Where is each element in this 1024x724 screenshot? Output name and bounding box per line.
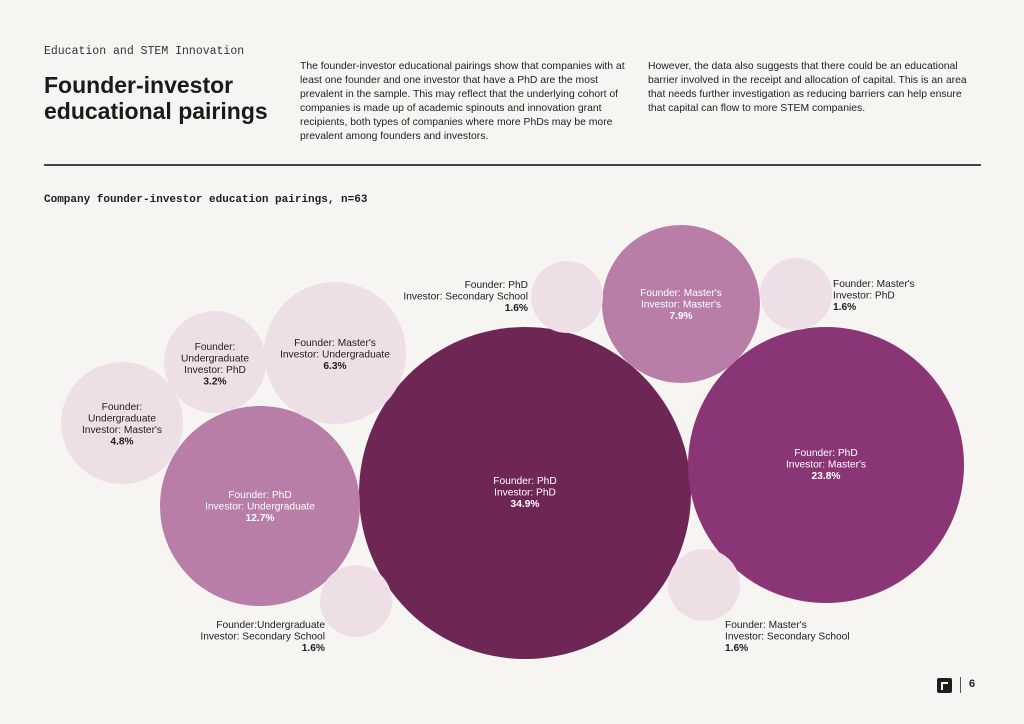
bubble-category: Investor: Secondary School <box>725 632 850 643</box>
bubble-category: Founder: PhD <box>794 448 857 459</box>
bubble-category: Undergraduate <box>88 414 156 425</box>
bubble-circle <box>760 258 832 330</box>
bubble-label: Founder: Master's Investor: Master's 7.9% <box>640 288 722 322</box>
bubble-9: Founder: Master's Investor: PhD 1.6% <box>760 258 915 330</box>
bubble-circle <box>602 225 760 383</box>
bubble-category: Investor: Secondary School <box>403 292 528 303</box>
bubble-value: 1.6% <box>302 643 325 654</box>
bubble-circle <box>531 261 603 333</box>
intro-paragraph-2: However, the data also suggests that the… <box>648 61 967 114</box>
bubble-circle <box>264 282 406 424</box>
bubble-circle <box>668 549 740 621</box>
page-number: 6 <box>969 678 976 690</box>
bubble-category: Investor: Secondary School <box>200 632 325 643</box>
bubble-label: Founder:Undergraduate Investor: Secondary… <box>200 620 325 654</box>
bubble-category: Founder: Master's <box>640 288 722 299</box>
bubble-category: Investor: Undergraduate <box>205 502 315 513</box>
bubble-11: Founder: Master's Investor: Secondary Sch… <box>668 549 850 654</box>
section-eyebrow: Education and STEM Innovation <box>44 45 245 58</box>
bubble-category: Investor: PhD <box>833 291 895 302</box>
bubble-category: Founder: Master's <box>833 279 915 290</box>
bubble-label: Founder: PhD Investor: Master's 23.8% <box>786 448 866 482</box>
bubble-value: 1.6% <box>505 303 528 314</box>
bubble-label: Founder: Master's Investor: PhD 1.6% <box>833 279 915 313</box>
bubble-label: Founder: Master's Investor: Undergraduate… <box>280 338 390 372</box>
bubble-8: Founder: PhD Investor: Secondary School 1.… <box>403 261 603 333</box>
bubble-circle <box>164 311 266 413</box>
bubble-category: Investor: Master's <box>786 460 866 471</box>
bubble-label: Founder: PhD Investor: Undergraduate 12.7% <box>205 490 315 524</box>
bubble-category: Founder: PhD <box>465 280 528 291</box>
bubble-6: Founder: Undergraduate Investor: Master's 4… <box>61 362 183 484</box>
bubble-value: 23.8% <box>812 471 841 482</box>
bubble-value: 1.6% <box>725 643 748 654</box>
logo-icon <box>937 678 952 693</box>
bubble-value: 34.9% <box>511 499 540 510</box>
bubble-category: Investor: Undergraduate <box>280 350 390 361</box>
bubble-value: 6.3% <box>323 361 346 372</box>
bubble-category: Founder: PhD <box>228 490 291 501</box>
title-line-1: Founder-investor <box>44 72 234 98</box>
bubble-value: 3.2% <box>203 377 226 388</box>
bubble-label: Founder: Master's Investor: Secondary Sch… <box>725 620 850 654</box>
bubble-category: Founder: Master's <box>725 620 807 631</box>
bubble-circle <box>320 565 392 637</box>
title-line-2: educational pairings <box>44 98 268 124</box>
bubble-5: Founder: Master's Investor: Undergraduate… <box>264 282 406 424</box>
page-title: Founder-investor educational pairings <box>44 72 268 124</box>
bubble-label: Founder: Undergraduate Investor: PhD 3.2% <box>181 342 249 388</box>
bubble-3: Founder: PhD Investor: Undergraduate 12.7% <box>160 406 360 606</box>
bubble-category: Founder: PhD <box>493 476 556 487</box>
bubble-value: 4.8% <box>110 437 133 448</box>
bubble-circle <box>61 362 183 484</box>
bubble-category: Founder: Master's <box>294 338 376 349</box>
bubble-category: Investor: Master's <box>82 425 162 436</box>
bubble-label: Founder: Undergraduate Investor: Master's 4… <box>82 402 162 448</box>
bubble-category: Investor: Master's <box>641 300 721 311</box>
bubble-category: Investor: PhD <box>184 365 246 376</box>
footer-divider <box>960 677 961 693</box>
bubble-circle <box>160 406 360 606</box>
bubble-category: Founder:Undergraduate <box>216 620 325 631</box>
bubble-value: 1.6% <box>833 302 856 313</box>
bubble-2: Founder: PhD Investor: Master's 23.8% <box>688 327 964 603</box>
bubble-value: 12.7% <box>246 513 275 524</box>
bubble-category: Founder: <box>195 342 236 353</box>
bubble-label: Founder: PhD Investor: PhD 34.9% <box>493 476 556 510</box>
header-divider <box>44 164 981 166</box>
chart-title: Company founder-investor education pairi… <box>44 194 368 206</box>
bubble-label: Founder: PhD Investor: Secondary School 1.… <box>403 280 528 314</box>
bubble-10: Founder:Undergraduate Investor: Secondary… <box>200 565 392 654</box>
bubble-category: Investor: PhD <box>494 488 556 499</box>
bubble-category: Founder: <box>102 402 143 413</box>
bubble-circle <box>359 327 691 659</box>
bubble-category: Undergraduate <box>181 354 249 365</box>
bubble-7: Founder: Undergraduate Investor: PhD 3.2% <box>164 311 266 413</box>
bubble-value: 7.9% <box>669 311 692 322</box>
intro-paragraph-1: The founder-investor educational pairing… <box>300 61 625 142</box>
bubble-1: Founder: PhD Investor: PhD 34.9% <box>359 327 691 659</box>
bubble-circle <box>688 327 964 603</box>
bubble-4: Founder: Master's Investor: Master's 7.9% <box>602 225 760 383</box>
